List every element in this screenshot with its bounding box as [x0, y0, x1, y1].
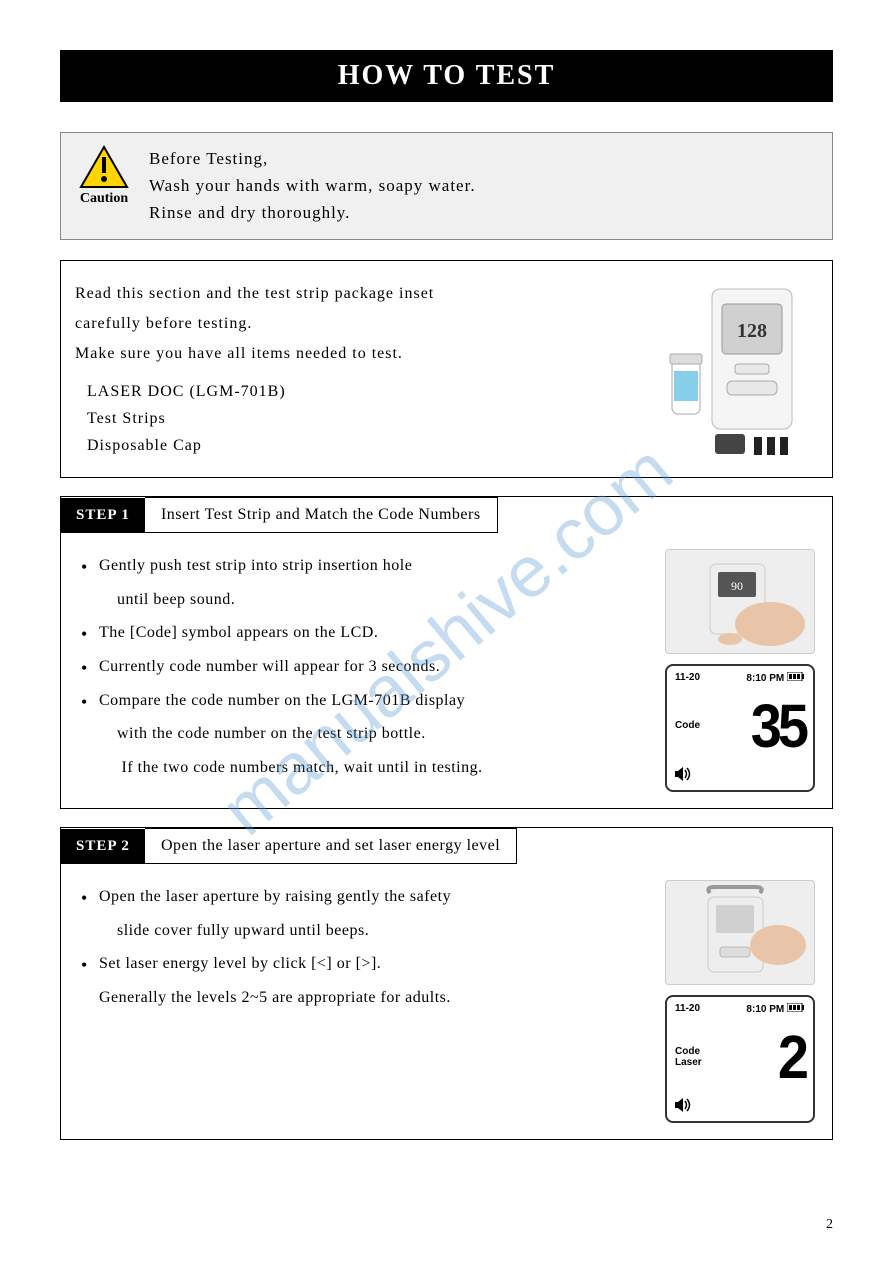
lcd-date: 11-20 [675, 1003, 700, 1015]
intro-line3: Make sure you have all items needed to t… [75, 339, 652, 369]
caution-line1: Before Testing, [149, 145, 476, 172]
lcd-code-number: 35 [700, 695, 805, 757]
list-item: The [Code] symbol appears on the LCD. [81, 616, 660, 650]
lcd-laser-label: Laser [675, 1057, 702, 1068]
caution-box: Caution Before Testing, Wash your hands … [60, 132, 833, 240]
lcd-time-battery: 8:10 PM [746, 672, 805, 684]
page-title: HOW TO TEST [60, 50, 833, 102]
warning-triangle-icon [79, 145, 129, 189]
intro-item: Test Strips [87, 405, 652, 432]
hand-opening-aperture-photo-icon [665, 880, 815, 985]
intro-line1: Read this section and the test strip pac… [75, 279, 652, 309]
caution-text: Before Testing, Wash your hands with war… [149, 145, 476, 227]
step2-title: Open the laser aperture and set laser en… [145, 828, 517, 864]
step2-images: 11-20 8:10 PM Code Laser 2 [660, 880, 820, 1123]
lcd-date: 11-20 [675, 672, 700, 684]
speaker-icon [675, 1098, 693, 1112]
hand-holding-meter-photo-icon: 90 [665, 549, 815, 654]
intro-image-area: 128 [652, 279, 812, 460]
lcd-code-label: Code [675, 720, 700, 731]
list-item: Currently code number will appear for 3 … [81, 650, 660, 684]
step1-images: 90 11-20 8:10 PM Code 35 [660, 549, 820, 792]
step1-title: Insert Test Strip and Match the Code Num… [145, 497, 498, 533]
intro-items-list: LASER DOC (LGM-701B) Test Strips Disposa… [87, 378, 652, 460]
step2-list: Open the laser aperture by raising gentl… [81, 880, 660, 1123]
list-item: Open the laser aperture by raising gentl… [81, 880, 660, 947]
step2-header: STEP 2 Open the laser aperture and set l… [61, 828, 517, 864]
caution-icon-wrap: Caution [79, 145, 129, 207]
caution-label: Caution [80, 191, 128, 207]
list-item: Set laser energy level by click [<] or [… [81, 947, 660, 1014]
svg-text:128: 128 [737, 320, 767, 342]
caution-line2: Wash your hands with warm, soapy water. [149, 172, 476, 199]
step2-label: STEP 2 [61, 829, 145, 864]
intro-line2: carefully before testing. [75, 309, 652, 339]
lcd-time-battery: 8:10 PM [746, 1003, 805, 1015]
step2-section: STEP 2 Open the laser aperture and set l… [60, 827, 833, 1140]
step1-section: STEP 1 Insert Test Strip and Match the C… [60, 496, 833, 809]
battery-icon [787, 672, 805, 681]
step1-lcd-display: 11-20 8:10 PM Code 35 [665, 664, 815, 792]
lcd-code-label: Code [675, 1046, 702, 1057]
intro-item: Disposable Cap [87, 432, 652, 459]
lcd-laser-number: 2 [702, 1026, 805, 1088]
glucose-meter-illustration-icon: 128 [657, 279, 807, 459]
step1-label: STEP 1 [61, 498, 145, 533]
intro-text: Read this section and the test strip pac… [75, 279, 652, 460]
caution-line3: Rinse and dry thoroughly. [149, 199, 476, 226]
speaker-icon [675, 767, 693, 781]
step1-header: STEP 1 Insert Test Strip and Match the C… [61, 497, 498, 533]
svg-text:90: 90 [731, 579, 743, 593]
step2-lcd-display: 11-20 8:10 PM Code Laser 2 [665, 995, 815, 1123]
step1-list: Gently push test strip into strip insert… [81, 549, 660, 792]
list-item: Compare the code number on the LGM-701B … [81, 684, 660, 785]
battery-icon [787, 1003, 805, 1012]
intro-section: Read this section and the test strip pac… [60, 260, 833, 479]
page-number: 2 [826, 1217, 833, 1233]
intro-item: LASER DOC (LGM-701B) [87, 378, 652, 405]
list-item: Gently push test strip into strip insert… [81, 549, 660, 616]
